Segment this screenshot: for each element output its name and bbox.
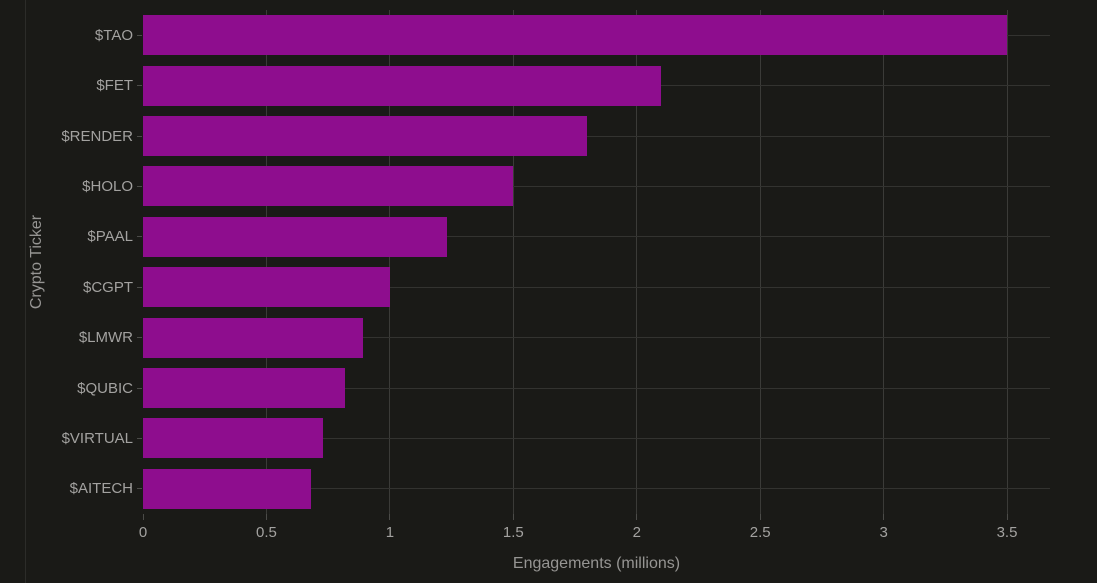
x-tick-label: 3: [879, 524, 888, 541]
bar-HOLO: [143, 166, 514, 207]
y-tick-mark: [137, 488, 142, 490]
y-tick-label: $AITECH: [69, 480, 133, 498]
vertical-gridline: [389, 10, 391, 514]
vertical-gridline: [636, 10, 638, 514]
y-tick-label: $HOLO: [82, 177, 133, 195]
left-divider-line: [25, 0, 26, 583]
y-tick-mark: [137, 437, 142, 439]
y-tick-label: $RENDER: [61, 127, 133, 145]
x-tick-mark: [512, 514, 514, 520]
x-tick-mark: [265, 514, 267, 520]
horizontal-gridline: [143, 135, 1050, 137]
horizontal-gridline: [143, 236, 1050, 238]
y-tick-mark: [137, 387, 142, 389]
x-tick-label: 1.5: [502, 524, 524, 541]
bar-LMWR: [143, 317, 363, 358]
y-tick-mark: [137, 135, 142, 137]
x-tick-mark: [142, 514, 144, 520]
x-tick-mark: [883, 514, 885, 520]
y-tick-label: $QUBIC: [77, 379, 133, 397]
horizontal-gridline: [143, 337, 1050, 339]
x-tick-label: 2.5: [749, 524, 771, 541]
y-tick-label: $CGPT: [82, 278, 133, 296]
vertical-gridline: [759, 10, 761, 514]
y-tick-mark: [137, 85, 142, 87]
bar-FET: [143, 65, 662, 106]
horizontal-gridline: [143, 387, 1050, 389]
vertical-gridline: [883, 10, 885, 514]
x-tick-mark: [759, 514, 761, 520]
y-tick-mark: [137, 286, 142, 288]
x-tick-label: 1: [385, 524, 395, 541]
horizontal-gridline: [143, 488, 1050, 490]
bar-RENDER: [143, 116, 588, 156]
vertical-gridline: [1006, 10, 1008, 514]
horizontal-gridline: [143, 286, 1050, 288]
x-tick-label: 3.5: [996, 524, 1018, 541]
y-tick-mark: [137, 236, 142, 238]
horizontal-gridline: [143, 185, 1050, 187]
y-tick-label: $LMWR: [78, 329, 133, 347]
y-tick-label: $PAAL: [87, 228, 133, 246]
x-tick-mark: [1006, 514, 1008, 520]
horizontal-gridline: [143, 437, 1050, 439]
vertical-gridline: [512, 10, 514, 514]
bar-AITECH: [143, 468, 311, 509]
x-tick-mark: [389, 514, 391, 520]
y-tick-mark: [137, 185, 142, 187]
y-tick-label: $FET: [96, 77, 133, 95]
vertical-gridline: [265, 10, 267, 514]
bar-VIRTUAL: [143, 418, 324, 459]
bar-PAAL: [143, 216, 447, 257]
x-tick-label: 2: [632, 524, 641, 541]
y-tick-mark: [137, 337, 142, 339]
x-tick-label: 0.5: [255, 524, 277, 541]
x-tick-mark: [636, 514, 638, 520]
bar-CGPT: [143, 267, 390, 308]
plot-area: [143, 10, 1050, 514]
bar-TAO: [143, 15, 1008, 56]
y-tick-label: $TAO: [94, 26, 133, 44]
x-axis-title: Engagements (millions): [512, 555, 681, 572]
y-tick-label: $VIRTUAL: [61, 429, 133, 447]
x-tick-label: 0: [138, 524, 148, 541]
y-tick-mark: [137, 34, 142, 36]
bar-QUBIC: [143, 368, 346, 408]
